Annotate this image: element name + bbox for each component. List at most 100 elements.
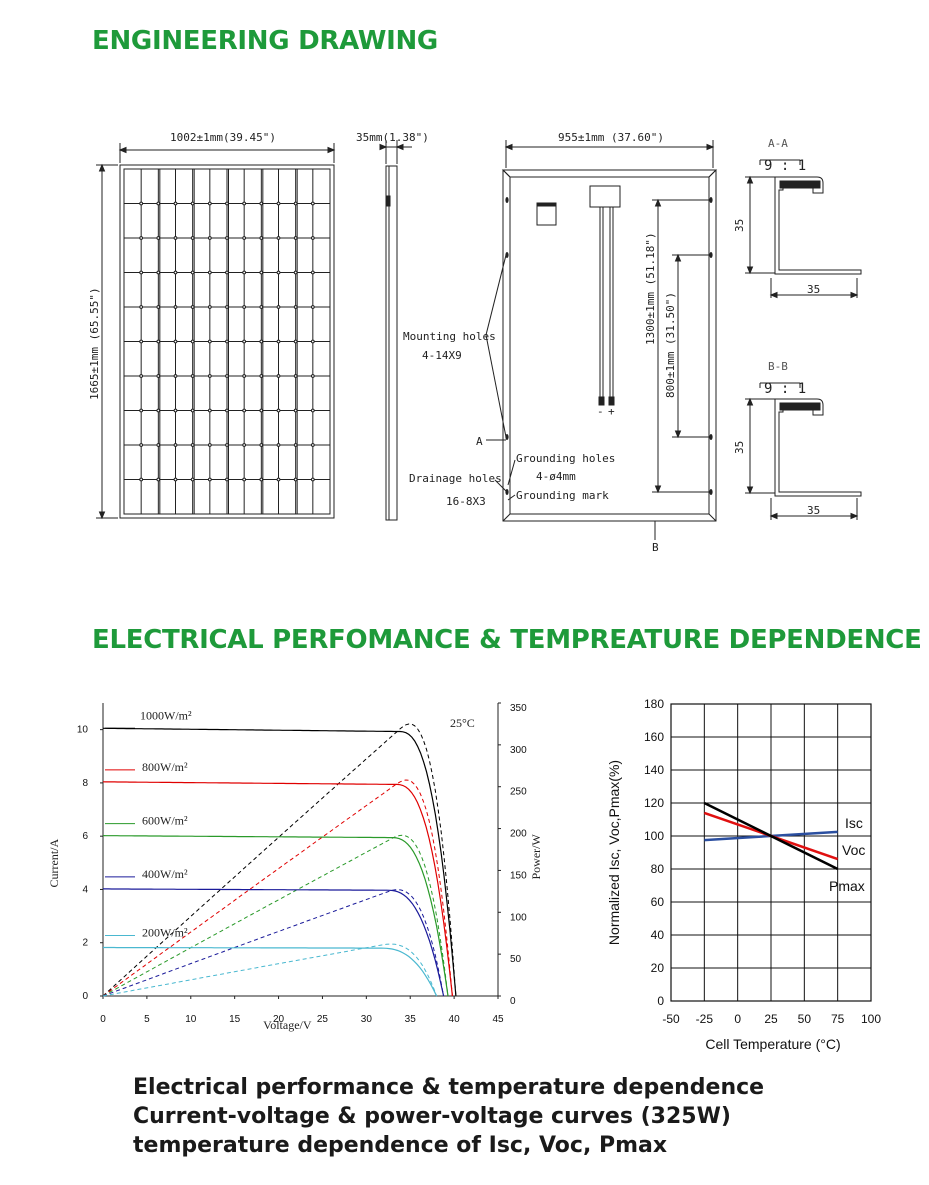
cell-corner: [225, 477, 229, 482]
side-view-frame: [385, 165, 398, 521]
section-aa-label: A-A: [768, 137, 788, 150]
cell-corner: [276, 201, 281, 206]
cell-corner: [259, 443, 264, 447]
x-tick-label: 45: [492, 1014, 504, 1025]
y2-tick-label: 0: [510, 996, 516, 1007]
cell-corner: [293, 201, 298, 206]
y2-tick-label: 300: [510, 745, 527, 756]
cell-corner: [173, 408, 178, 413]
pv-curve: [102, 889, 445, 997]
temperature-axis-label: Cell Temperature (°C): [705, 1036, 840, 1052]
cell-corner: [259, 477, 264, 482]
cell-corner: [190, 339, 195, 344]
cell-corner: [156, 374, 161, 378]
irradiance-legend-label: 800W/m²: [142, 760, 188, 774]
x-tick-label: 20: [273, 1014, 285, 1025]
cell-corner: [259, 201, 264, 206]
y-tick-label: 100: [644, 829, 664, 843]
cell-corner: [276, 374, 281, 378]
voltage-axis-label: Voltage/V: [263, 1018, 312, 1032]
junction-box: [589, 185, 621, 208]
power-axis-label: Power/W: [529, 834, 543, 880]
cell-corner: [225, 201, 229, 206]
y-tick-label: 20: [651, 961, 665, 975]
cell-corner: [156, 477, 161, 482]
x-tick-label: 50: [798, 1012, 812, 1026]
grounding-holes-label: Grounding holes: [516, 452, 615, 465]
irradiance-legend-label: 200W/m²: [142, 926, 188, 940]
cell-corner: [156, 408, 161, 413]
cell-corner: [276, 236, 281, 240]
cell-corner: [225, 305, 229, 309]
cell-corner: [225, 270, 229, 275]
y-tick-label: 2: [82, 938, 88, 949]
cell-corner: [242, 477, 247, 482]
cell-corner: [242, 374, 247, 378]
cell-corner: [310, 201, 315, 206]
x-tick-label: -50: [662, 1012, 680, 1026]
y-tick-label: 4: [82, 884, 88, 895]
irradiance-legend-label: 1000W/m²: [140, 708, 192, 722]
cell-corner: [156, 270, 161, 275]
minus-terminal-label: -: [597, 405, 604, 418]
cell-corner: [156, 443, 161, 447]
x-tick-label: 0: [100, 1014, 106, 1025]
caption-block: Electrical performance & temperature dep…: [133, 1073, 764, 1160]
pv-curve: [102, 834, 449, 997]
cell-corner: [293, 339, 298, 344]
back-width-dimension: 955±1mm (37.60"): [558, 131, 664, 144]
cell-corner: [139, 201, 144, 206]
series-label-voc: Voc: [842, 842, 865, 858]
cell-corner: [310, 477, 315, 482]
x-tick-label: 5: [144, 1014, 150, 1025]
front-width-dimension: 1002±1mm(39.45"): [170, 131, 276, 144]
section-bb-label: B-B: [768, 360, 788, 373]
y-tick-label: 40: [651, 928, 665, 942]
x-tick-label: 25: [764, 1012, 778, 1026]
front-view-cell-grid: [124, 169, 330, 514]
series-label-pmax: Pmax: [829, 878, 865, 894]
cell-corner: [173, 443, 178, 447]
temperature-annotation: 25°C: [450, 716, 475, 730]
cell-corner: [293, 443, 298, 447]
cell-corner: [207, 270, 212, 275]
back-dimension-1300: 1300±1mm (51.18"): [644, 232, 657, 345]
front-view-frame: [119, 164, 335, 519]
caption-line-2: Current-voltage & power-voltage curves (…: [133, 1104, 731, 1129]
cell-corner: [173, 374, 178, 378]
cell-corner: [190, 477, 195, 482]
cell-corner: [310, 443, 315, 447]
iv-curve: [103, 888, 445, 997]
cell-corner: [190, 270, 195, 275]
cell-corner: [173, 201, 178, 206]
cell-corner: [173, 270, 178, 275]
cell-corner: [139, 408, 144, 413]
current-axis-label: Current/A: [47, 839, 61, 888]
iv-curve: [102, 835, 449, 997]
cell-corner: [207, 339, 212, 344]
y-tick-label: 140: [644, 763, 664, 777]
temperature-dependence-chart: -50 -25 0 25 50 75 100 0 20 40 60 80 100 120 140 160 180…: [606, 697, 881, 1052]
y-tick-label: 10: [77, 725, 89, 736]
y-tick-label: 60: [651, 895, 665, 909]
section-aa-profile: [745, 159, 862, 299]
y-tick-label: 0: [657, 994, 664, 1008]
cell-corner: [293, 408, 298, 413]
x-tick-label: 40: [449, 1014, 461, 1025]
cell-corner: [207, 374, 212, 378]
cell-corner: [310, 270, 315, 275]
section-aa-scale: 9 : 1: [764, 158, 806, 174]
cell-corner: [139, 339, 144, 344]
section-aa-height-dim: 35: [733, 219, 746, 232]
cell-corner: [310, 374, 315, 378]
cell-corner: [139, 477, 144, 482]
y2-tick-label: 100: [510, 912, 527, 923]
cell-corner: [225, 374, 229, 378]
cell-corner: [310, 408, 315, 413]
series-line-pmax: [703, 801, 839, 871]
nameplate-label: [536, 202, 557, 226]
x-tick-label: 100: [861, 1012, 881, 1026]
section-bb-height-dim: 35: [733, 441, 746, 454]
plus-terminal-label: +: [608, 405, 615, 418]
engineering-drawing-title: ENGINEERING DRAWING: [92, 26, 438, 56]
